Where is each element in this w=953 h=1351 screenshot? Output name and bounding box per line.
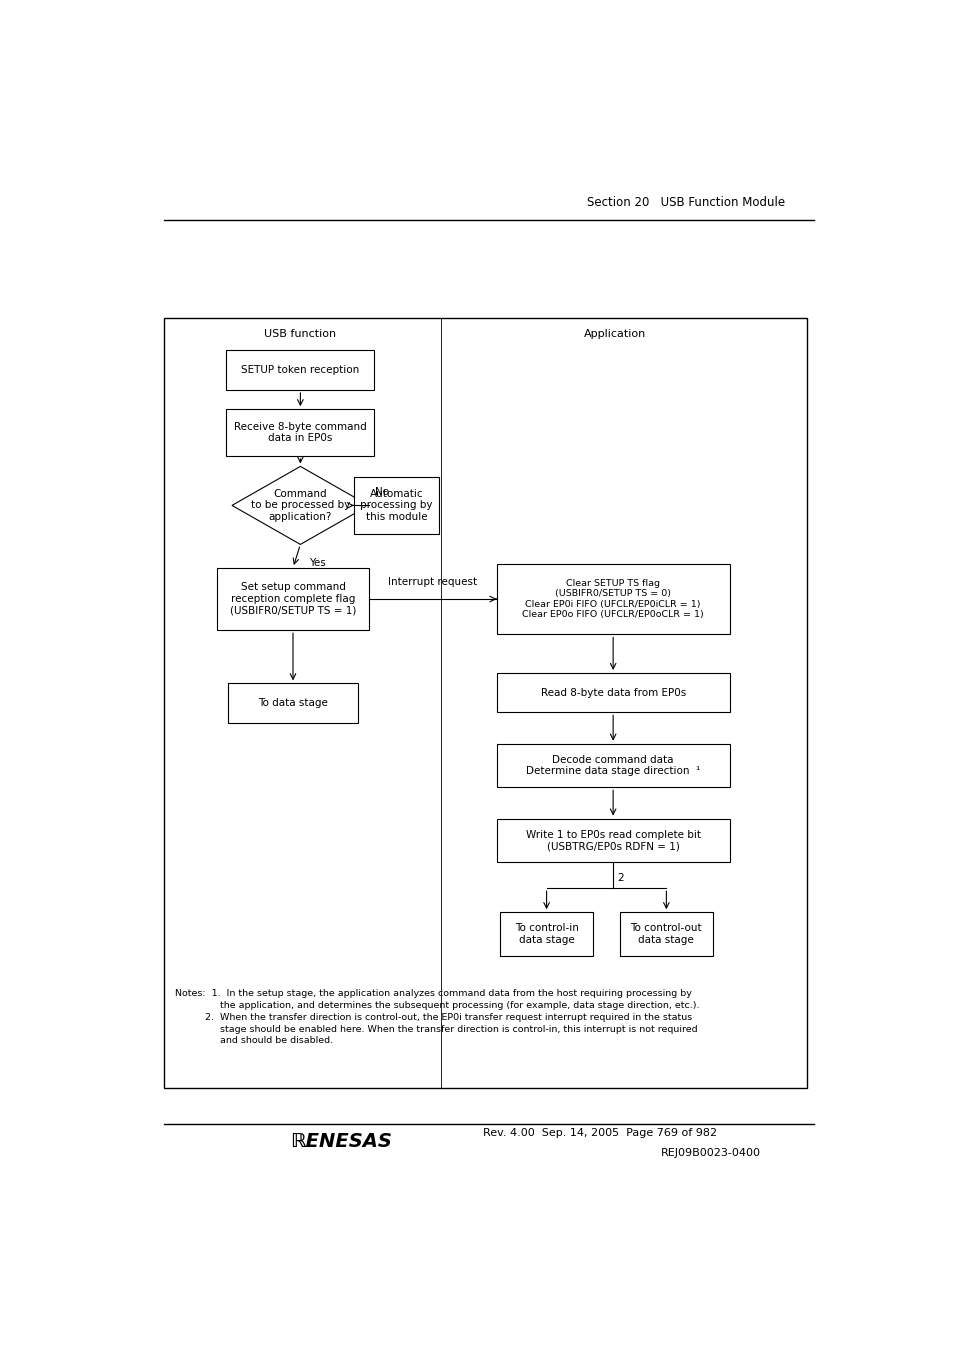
Text: Yes: Yes (309, 558, 326, 569)
Polygon shape (232, 466, 369, 544)
FancyBboxPatch shape (497, 743, 729, 788)
Text: Receive 8-byte command
data in EP0s: Receive 8-byte command data in EP0s (233, 422, 366, 443)
FancyBboxPatch shape (226, 350, 374, 390)
FancyBboxPatch shape (228, 684, 357, 723)
FancyBboxPatch shape (619, 912, 712, 957)
Text: 2: 2 (617, 873, 623, 884)
Text: To data stage: To data stage (258, 698, 328, 708)
FancyBboxPatch shape (217, 567, 369, 630)
Text: Command
to be processed by
application?: Command to be processed by application? (251, 489, 350, 521)
Text: SETUP token reception: SETUP token reception (241, 365, 359, 376)
Text: ℝENESAS: ℝENESAS (290, 1132, 392, 1151)
Text: Write 1 to EP0s read complete bit
(USBTRG/EP0s RDFN = 1): Write 1 to EP0s read complete bit (USBTR… (525, 830, 700, 851)
FancyBboxPatch shape (497, 673, 729, 712)
FancyBboxPatch shape (500, 912, 592, 957)
Text: To control-in
data stage: To control-in data stage (514, 923, 578, 944)
Text: REJ09B0023-0400: REJ09B0023-0400 (660, 1148, 760, 1159)
Text: Section 20   USB Function Module: Section 20 USB Function Module (586, 196, 783, 209)
Text: Automatic
processing by
this module: Automatic processing by this module (360, 489, 433, 521)
Text: Decode command data
Determine data stage direction  ¹: Decode command data Determine data stage… (525, 755, 700, 777)
Text: Clear SETUP TS flag
(USBIFR0/SETUP TS = 0)
Clear EP0i FIFO (UFCLR/EP0iCLR = 1)
C: Clear SETUP TS flag (USBIFR0/SETUP TS = … (521, 580, 703, 619)
Text: Read 8-byte data from EP0s: Read 8-byte data from EP0s (540, 688, 685, 697)
FancyBboxPatch shape (354, 477, 438, 534)
Text: USB function: USB function (264, 328, 336, 339)
Text: Interrupt request: Interrupt request (388, 577, 476, 586)
FancyBboxPatch shape (497, 819, 729, 862)
Text: To control-out
data stage: To control-out data stage (630, 923, 701, 944)
FancyBboxPatch shape (226, 409, 374, 457)
Text: Rev. 4.00  Sep. 14, 2005  Page 769 of 982: Rev. 4.00 Sep. 14, 2005 Page 769 of 982 (482, 1128, 716, 1138)
Text: No: No (375, 488, 389, 497)
Text: Set setup command
reception complete flag
(USBIFR0/SETUP TS = 1): Set setup command reception complete fla… (230, 582, 355, 616)
FancyBboxPatch shape (497, 563, 729, 635)
Text: Notes:  1.  In the setup stage, the application analyzes command data from the h: Notes: 1. In the setup stage, the applic… (174, 989, 699, 1046)
Text: Application: Application (583, 328, 645, 339)
FancyBboxPatch shape (164, 319, 806, 1088)
